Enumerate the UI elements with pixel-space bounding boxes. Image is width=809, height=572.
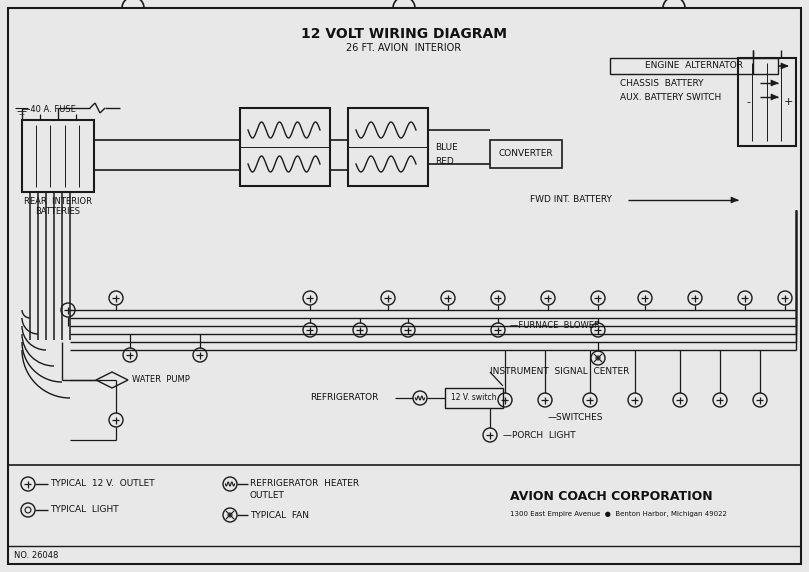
Text: TYPICAL  LIGHT: TYPICAL LIGHT — [50, 506, 119, 514]
Text: CONVERTER: CONVERTER — [498, 149, 553, 158]
Text: 12 VOLT WIRING DIAGRAM: 12 VOLT WIRING DIAGRAM — [301, 27, 507, 41]
Text: BLUE: BLUE — [435, 144, 458, 153]
Text: AUX. BATTERY SWITCH: AUX. BATTERY SWITCH — [620, 93, 722, 101]
Text: ENGINE  ALTERNATOR: ENGINE ALTERNATOR — [645, 62, 743, 70]
Text: REAR  INTERIOR: REAR INTERIOR — [24, 197, 92, 206]
Bar — [240, 108, 330, 186]
Text: +: + — [784, 97, 794, 107]
Text: TYPICAL  FAN: TYPICAL FAN — [250, 510, 309, 519]
Text: CHASSIS  BATTERY: CHASSIS BATTERY — [620, 78, 704, 88]
Text: INSTRUMENT  SIGNAL  CENTER: INSTRUMENT SIGNAL CENTER — [490, 367, 629, 376]
Text: WATER  PUMP: WATER PUMP — [132, 375, 190, 384]
Text: RED: RED — [435, 157, 454, 166]
Text: NO. 26048: NO. 26048 — [14, 551, 58, 561]
Text: 12 V. switch: 12 V. switch — [451, 394, 497, 403]
Bar — [738, 58, 796, 146]
Polygon shape — [781, 63, 788, 69]
Bar — [490, 140, 562, 168]
Polygon shape — [731, 197, 738, 203]
Bar — [445, 388, 503, 408]
Text: TYPICAL  12 V.  OUTLET: TYPICAL 12 V. OUTLET — [50, 479, 155, 488]
Text: —PORCH  LIGHT: —PORCH LIGHT — [503, 431, 576, 439]
Text: —FURNACE  BLOWER: —FURNACE BLOWER — [510, 320, 600, 329]
Text: REFRIGERATOR: REFRIGERATOR — [310, 394, 379, 403]
Text: REFRIGERATOR  HEATER: REFRIGERATOR HEATER — [250, 479, 359, 488]
Text: —40 A. FUSE: —40 A. FUSE — [22, 105, 76, 114]
Bar — [22, 120, 94, 192]
Text: BATTERIES: BATTERIES — [36, 208, 81, 216]
Text: FWD INT. BATTERY: FWD INT. BATTERY — [530, 196, 612, 205]
Text: 26 FT. AVION  INTERIOR: 26 FT. AVION INTERIOR — [346, 43, 462, 53]
Bar — [610, 58, 778, 74]
Bar — [348, 108, 428, 186]
Polygon shape — [771, 80, 778, 86]
Text: AVION COACH CORPORATION: AVION COACH CORPORATION — [510, 491, 713, 503]
Text: -: - — [746, 97, 750, 107]
Text: 1300 East Empire Avenue  ●  Benton Harbor, Michigan 49022: 1300 East Empire Avenue ● Benton Harbor,… — [510, 511, 726, 517]
Polygon shape — [771, 94, 778, 100]
Text: OUTLET: OUTLET — [250, 491, 285, 500]
Text: —SWITCHES: —SWITCHES — [548, 414, 604, 423]
